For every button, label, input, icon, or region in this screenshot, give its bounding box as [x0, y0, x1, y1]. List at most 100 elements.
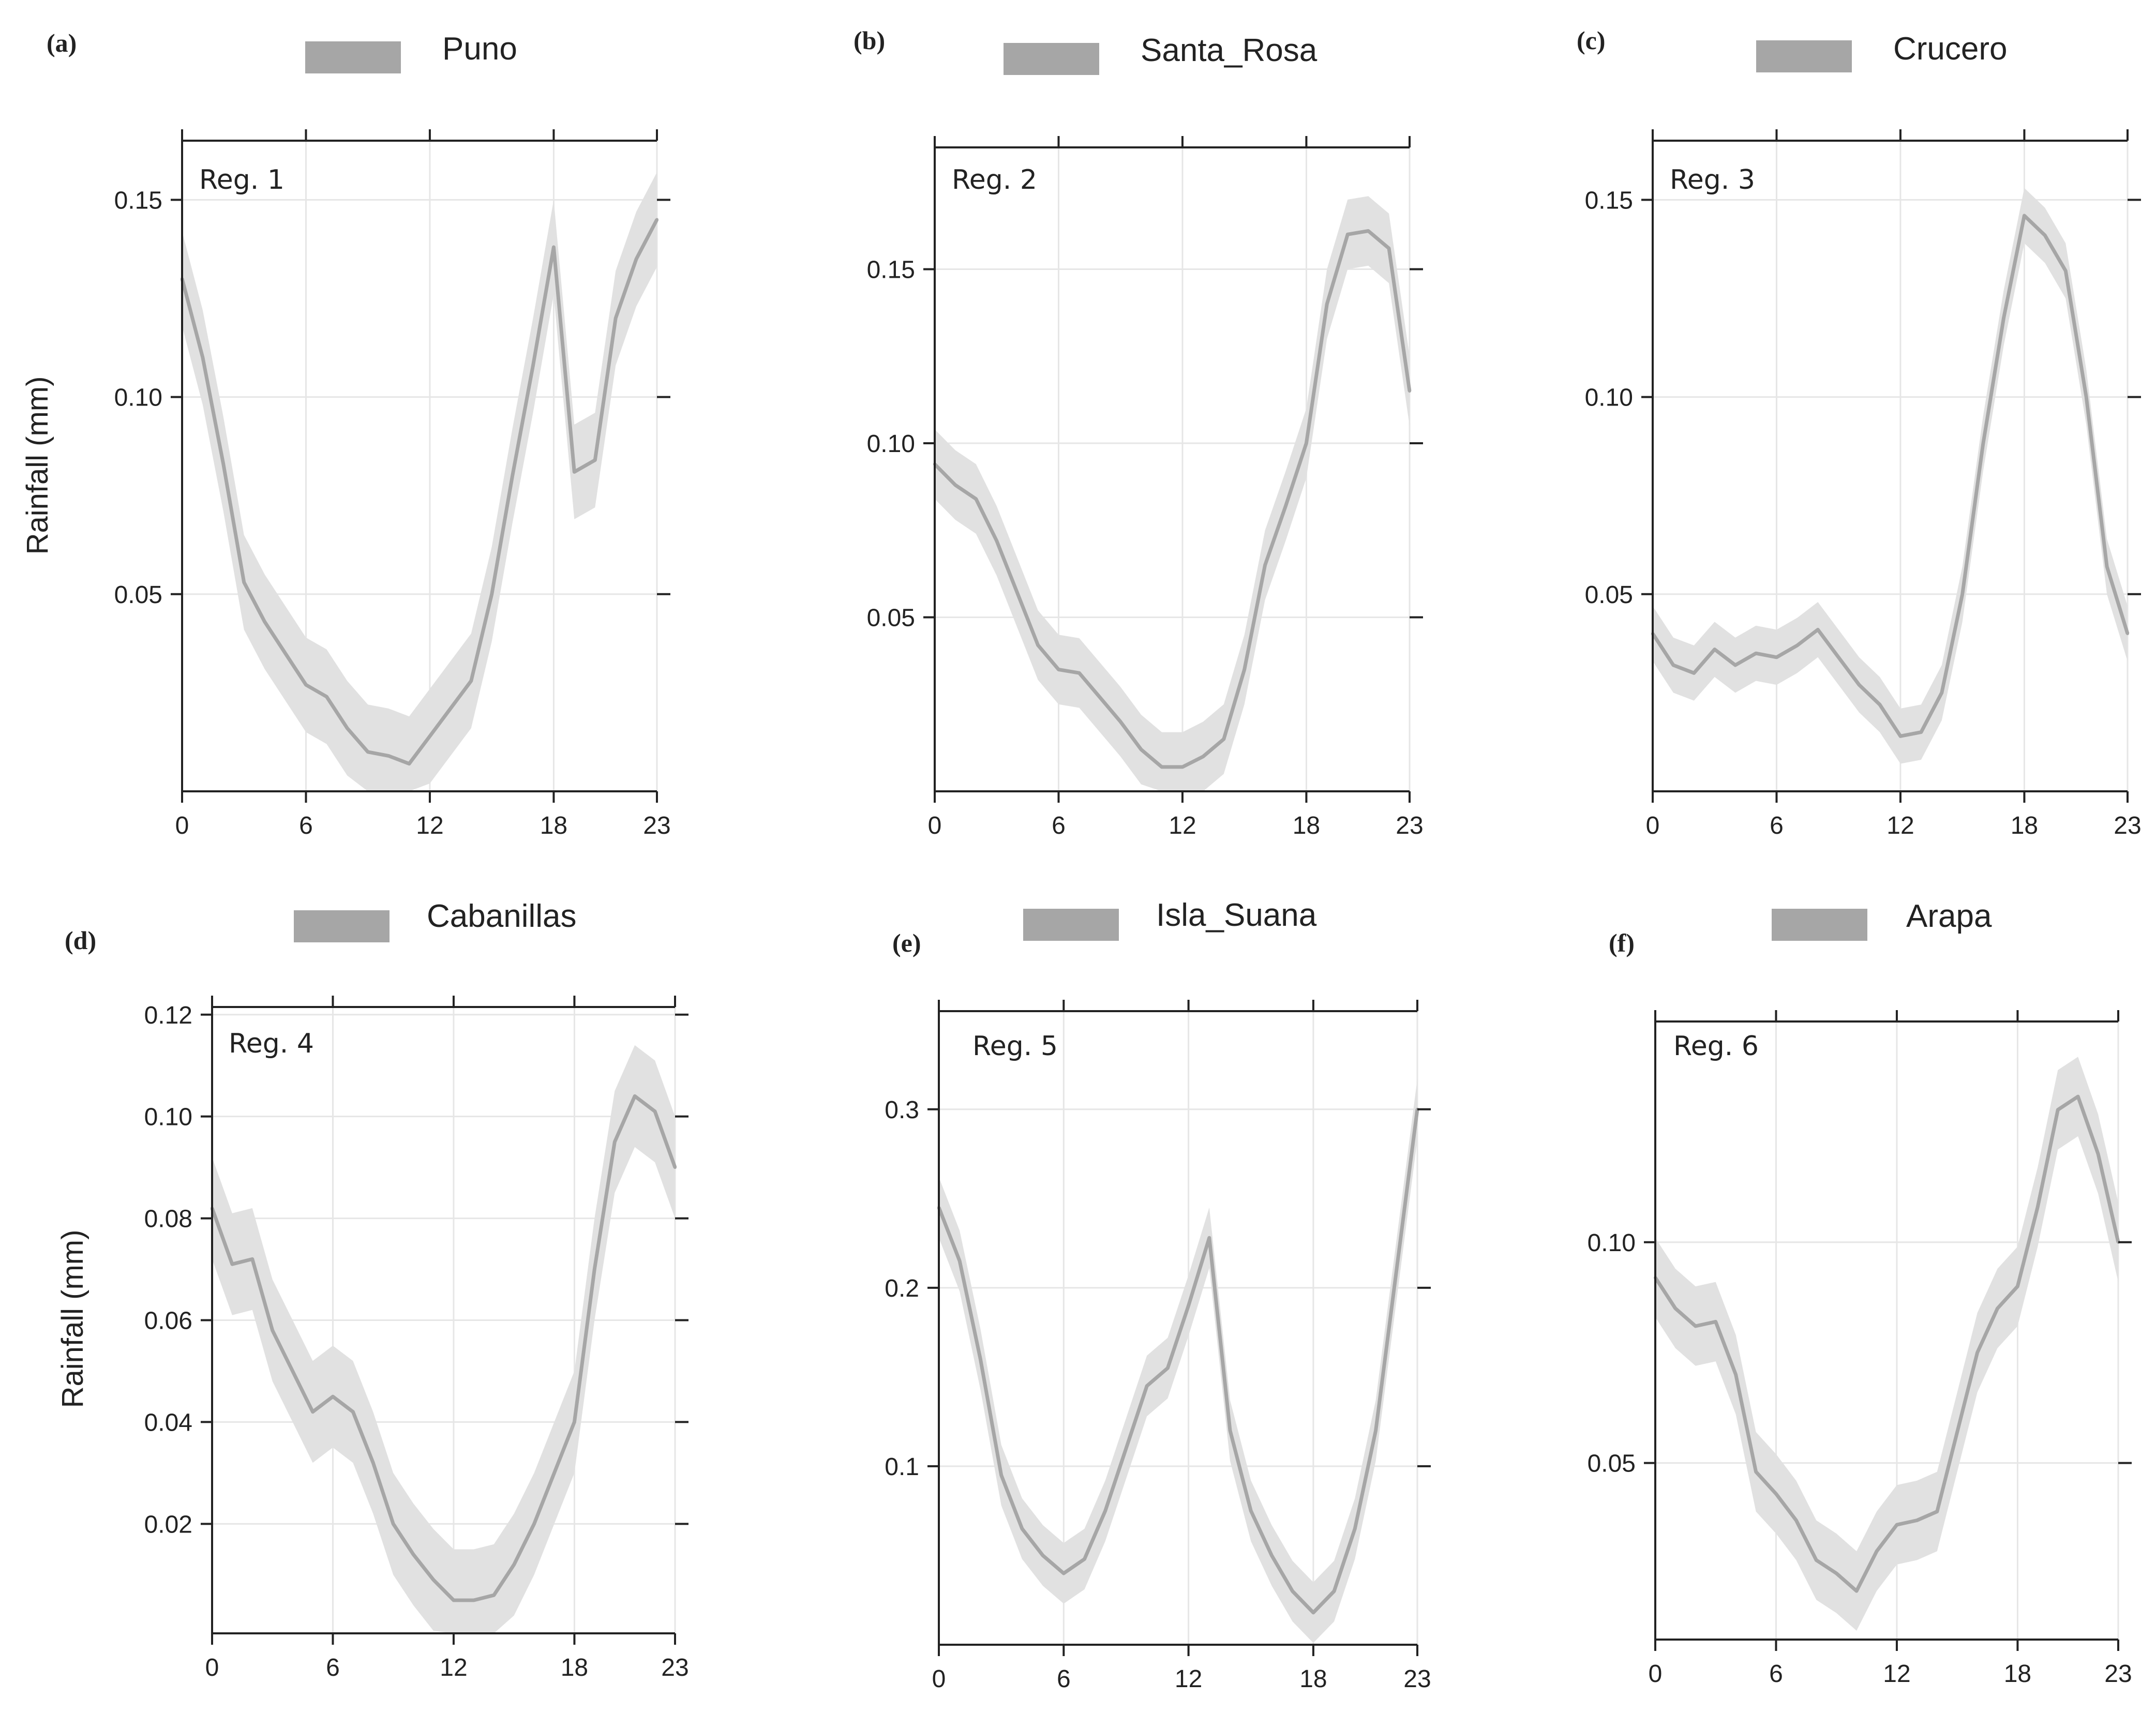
data-point [1940, 691, 1943, 695]
panel-letter: (d) [65, 926, 96, 955]
data-point [428, 734, 431, 738]
data-point [201, 356, 204, 359]
data-point [1815, 1558, 1818, 1562]
data-point [283, 652, 287, 655]
data-point [552, 245, 556, 249]
data-point [2097, 1152, 2100, 1156]
y-tick-label: 0.05 [1588, 1450, 1636, 1478]
y-tick-label: 0.2 [885, 1275, 919, 1302]
data-point [304, 683, 308, 687]
data-point [452, 1599, 455, 1602]
data-point [1036, 643, 1040, 647]
data-point [1140, 748, 1143, 752]
data-point [1249, 1509, 1253, 1513]
data-point [2016, 1285, 2019, 1288]
y-tick-label: 0.15 [114, 187, 162, 214]
data-point [1858, 683, 1861, 687]
data-point [995, 539, 998, 543]
legend-swatch [305, 41, 401, 73]
region-label: Reg. 4 [229, 1028, 314, 1059]
y-tick-label: 0.15 [1585, 187, 1633, 214]
y-tick-label: 0.3 [885, 1096, 919, 1124]
data-point [1395, 1268, 1398, 1272]
data-point [2002, 317, 2005, 320]
data-point [1408, 389, 1411, 393]
data-point [1160, 765, 1164, 769]
y-tick-label: 0.05 [114, 581, 162, 609]
data-point [490, 592, 493, 596]
series-line [937, 1109, 1419, 1615]
y-tick-label: 0.10 [867, 430, 915, 458]
panel-letter: (b) [854, 26, 885, 55]
x-tick-label: 0 [932, 1665, 946, 1693]
panel-a: (a) Puno 0 6 12 18 23 0.05 0.10 0.15 Reg. 1 Rainfal… [21, 28, 671, 839]
x-tick-label: 12 [416, 812, 443, 839]
data-point [1015, 591, 1019, 595]
data-point [1898, 734, 1902, 738]
data-point [1180, 765, 1184, 769]
data-point [263, 620, 266, 624]
y-tick-label: 0.10 [1585, 384, 1633, 412]
data-point [1103, 1509, 1107, 1513]
data-point [511, 474, 514, 478]
data-point [2064, 269, 2068, 273]
data-point [1795, 643, 1799, 647]
data-point [2043, 233, 2047, 237]
series-line [1651, 214, 2130, 738]
data-point [2076, 1095, 2080, 1099]
legend-swatch [1004, 43, 1099, 75]
data-point [958, 1259, 962, 1263]
region-label: Reg. 1 [199, 164, 285, 196]
data-point [412, 1553, 415, 1556]
x-tick-label: 0 [928, 812, 942, 839]
legend-swatch [1023, 909, 1119, 941]
data-point [1201, 755, 1205, 758]
x-tick-label: 18 [1299, 1665, 1327, 1693]
data-point [1325, 302, 1329, 306]
legend-label: Santa_Rosa [1141, 33, 1317, 68]
data-point [1960, 592, 1964, 596]
data-point [1794, 1519, 1798, 1522]
data-point [1374, 1429, 1378, 1432]
data-point [532, 1522, 536, 1526]
x-tick-label: 12 [1883, 1660, 1910, 1688]
data-point [2105, 565, 2109, 568]
y-tick-label: 0.12 [144, 1002, 192, 1029]
x-tick-label: 0 [1649, 1660, 1663, 1688]
data-point [408, 762, 411, 765]
data-point [1955, 1430, 1959, 1434]
data-point [1713, 648, 1716, 651]
x-tick-label: 12 [1887, 812, 1914, 839]
data-point [1855, 1589, 1859, 1593]
x-tick-label: 23 [661, 1654, 688, 1681]
uncertainty-band [1653, 188, 2128, 764]
data-point [1733, 664, 1737, 667]
data-point [1124, 1447, 1128, 1450]
data-point [291, 1369, 294, 1373]
region-label: Reg. 2 [952, 164, 1037, 196]
x-tick-label: 18 [540, 812, 567, 839]
data-point [2085, 395, 2088, 399]
data-point [1671, 664, 1675, 667]
panel-e: (e) Isla_Suana 0 6 12 18 23 0.1 0.2 0.3 Reg. 5 [885, 897, 1431, 1693]
legend-swatch [1772, 909, 1867, 941]
x-tick-label: 18 [2011, 812, 2038, 839]
region-label: Reg. 3 [1670, 164, 1755, 196]
x-tick-label: 6 [326, 1654, 340, 1681]
data-point [242, 580, 246, 584]
y-tick-label: 0.10 [144, 1104, 192, 1131]
data-point [1207, 1236, 1211, 1240]
data-point [614, 317, 618, 320]
x-tick-label: 6 [299, 812, 313, 839]
y-tick-label: 0.10 [1588, 1229, 1636, 1257]
data-point [371, 1461, 375, 1465]
x-tick-label: 23 [2114, 812, 2141, 839]
data-point [1077, 671, 1081, 675]
legend-swatch [294, 910, 390, 942]
x-tick-label: 23 [1396, 812, 1423, 839]
y-axis-title: Rainfall (mm) [21, 377, 54, 555]
data-point [999, 1474, 1003, 1477]
series-line [1654, 1094, 2120, 1593]
data-point [1098, 696, 1102, 699]
data-point [531, 364, 535, 367]
